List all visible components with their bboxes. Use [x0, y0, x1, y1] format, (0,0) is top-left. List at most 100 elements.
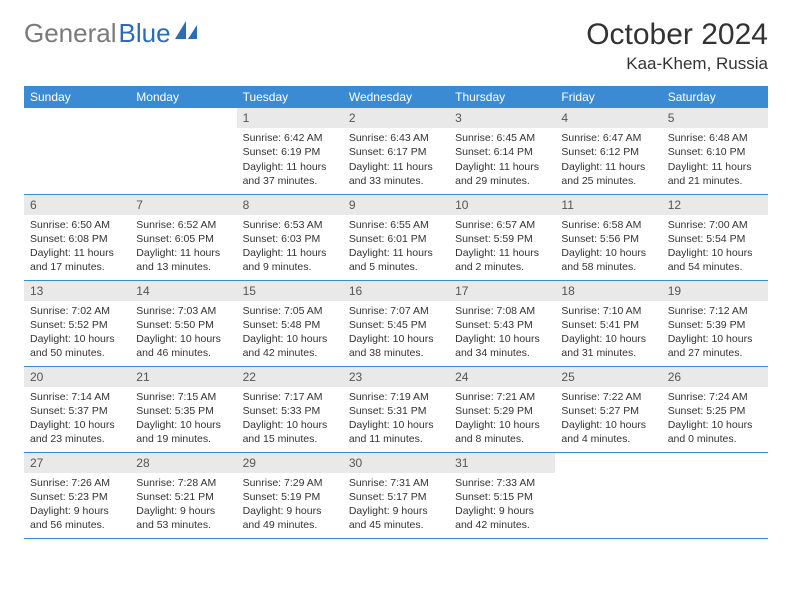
- day-number: 7: [130, 195, 236, 215]
- day-number: 14: [130, 281, 236, 301]
- calendar-day-cell: 9Sunrise: 6:55 AMSunset: 6:01 PMDaylight…: [343, 194, 449, 280]
- calendar-day-cell: 28Sunrise: 7:28 AMSunset: 5:21 PMDayligh…: [130, 452, 236, 538]
- calendar-day-cell: 23Sunrise: 7:19 AMSunset: 5:31 PMDayligh…: [343, 366, 449, 452]
- weekday-header: Friday: [555, 86, 661, 108]
- day-number: 10: [449, 195, 555, 215]
- calendar-day-cell: 7Sunrise: 6:52 AMSunset: 6:05 PMDaylight…: [130, 194, 236, 280]
- weekday-header-row: SundayMondayTuesdayWednesdayThursdayFrid…: [24, 86, 768, 108]
- calendar-week-row: 1Sunrise: 6:42 AMSunset: 6:19 PMDaylight…: [24, 108, 768, 194]
- calendar-day-cell: 27Sunrise: 7:26 AMSunset: 5:23 PMDayligh…: [24, 452, 130, 538]
- calendar-day-cell: 5Sunrise: 6:48 AMSunset: 6:10 PMDaylight…: [662, 108, 768, 194]
- day-details: Sunrise: 7:02 AMSunset: 5:52 PMDaylight:…: [24, 301, 130, 365]
- day-details: Sunrise: 7:19 AMSunset: 5:31 PMDaylight:…: [343, 387, 449, 451]
- calendar-day-cell: 14Sunrise: 7:03 AMSunset: 5:50 PMDayligh…: [130, 280, 236, 366]
- title-block: October 2024 Kaa-Khem, Russia: [586, 18, 768, 74]
- day-details: Sunrise: 7:08 AMSunset: 5:43 PMDaylight:…: [449, 301, 555, 365]
- day-number: 22: [237, 367, 343, 387]
- day-details: Sunrise: 6:57 AMSunset: 5:59 PMDaylight:…: [449, 215, 555, 279]
- calendar-day-cell: 15Sunrise: 7:05 AMSunset: 5:48 PMDayligh…: [237, 280, 343, 366]
- day-details: Sunrise: 7:05 AMSunset: 5:48 PMDaylight:…: [237, 301, 343, 365]
- calendar-day-cell: 4Sunrise: 6:47 AMSunset: 6:12 PMDaylight…: [555, 108, 661, 194]
- calendar-week-row: 20Sunrise: 7:14 AMSunset: 5:37 PMDayligh…: [24, 366, 768, 452]
- weekday-header: Monday: [130, 86, 236, 108]
- calendar-day-cell: 16Sunrise: 7:07 AMSunset: 5:45 PMDayligh…: [343, 280, 449, 366]
- calendar-day-cell: 12Sunrise: 7:00 AMSunset: 5:54 PMDayligh…: [662, 194, 768, 280]
- calendar-week-row: 27Sunrise: 7:26 AMSunset: 5:23 PMDayligh…: [24, 452, 768, 538]
- calendar-day-cell: 17Sunrise: 7:08 AMSunset: 5:43 PMDayligh…: [449, 280, 555, 366]
- weekday-header: Saturday: [662, 86, 768, 108]
- day-number: 27: [24, 453, 130, 473]
- weekday-header: Wednesday: [343, 86, 449, 108]
- day-details: Sunrise: 7:33 AMSunset: 5:15 PMDaylight:…: [449, 473, 555, 537]
- calendar-day-cell: 1Sunrise: 6:42 AMSunset: 6:19 PMDaylight…: [237, 108, 343, 194]
- calendar-table: SundayMondayTuesdayWednesdayThursdayFrid…: [24, 86, 768, 539]
- day-details: Sunrise: 7:22 AMSunset: 5:27 PMDaylight:…: [555, 387, 661, 451]
- day-number: 4: [555, 108, 661, 128]
- day-number: 5: [662, 108, 768, 128]
- calendar-day-cell: 29Sunrise: 7:29 AMSunset: 5:19 PMDayligh…: [237, 452, 343, 538]
- day-number: 12: [662, 195, 768, 215]
- calendar-day-cell: 19Sunrise: 7:12 AMSunset: 5:39 PMDayligh…: [662, 280, 768, 366]
- day-number: 18: [555, 281, 661, 301]
- day-number: 13: [24, 281, 130, 301]
- day-number: 24: [449, 367, 555, 387]
- calendar-day-cell: 3Sunrise: 6:45 AMSunset: 6:14 PMDaylight…: [449, 108, 555, 194]
- calendar-day-cell: 6Sunrise: 6:50 AMSunset: 6:08 PMDaylight…: [24, 194, 130, 280]
- day-number: 11: [555, 195, 661, 215]
- day-number: 1: [237, 108, 343, 128]
- calendar-day-cell: 11Sunrise: 6:58 AMSunset: 5:56 PMDayligh…: [555, 194, 661, 280]
- calendar-day-cell: [24, 108, 130, 194]
- calendar-day-cell: [555, 452, 661, 538]
- day-details: Sunrise: 7:15 AMSunset: 5:35 PMDaylight:…: [130, 387, 236, 451]
- day-number: 16: [343, 281, 449, 301]
- day-details: Sunrise: 7:10 AMSunset: 5:41 PMDaylight:…: [555, 301, 661, 365]
- day-details: Sunrise: 7:12 AMSunset: 5:39 PMDaylight:…: [662, 301, 768, 365]
- day-number: 9: [343, 195, 449, 215]
- day-details: Sunrise: 6:55 AMSunset: 6:01 PMDaylight:…: [343, 215, 449, 279]
- day-details: Sunrise: 6:47 AMSunset: 6:12 PMDaylight:…: [555, 128, 661, 192]
- day-number: 15: [237, 281, 343, 301]
- day-details: Sunrise: 7:00 AMSunset: 5:54 PMDaylight:…: [662, 215, 768, 279]
- calendar-week-row: 13Sunrise: 7:02 AMSunset: 5:52 PMDayligh…: [24, 280, 768, 366]
- day-details: Sunrise: 7:03 AMSunset: 5:50 PMDaylight:…: [130, 301, 236, 365]
- day-details: Sunrise: 6:42 AMSunset: 6:19 PMDaylight:…: [237, 128, 343, 192]
- day-details: Sunrise: 7:24 AMSunset: 5:25 PMDaylight:…: [662, 387, 768, 451]
- day-details: Sunrise: 7:28 AMSunset: 5:21 PMDaylight:…: [130, 473, 236, 537]
- calendar-day-cell: 25Sunrise: 7:22 AMSunset: 5:27 PMDayligh…: [555, 366, 661, 452]
- day-details: Sunrise: 7:14 AMSunset: 5:37 PMDaylight:…: [24, 387, 130, 451]
- day-details: Sunrise: 7:21 AMSunset: 5:29 PMDaylight:…: [449, 387, 555, 451]
- day-number: 20: [24, 367, 130, 387]
- calendar-day-cell: 26Sunrise: 7:24 AMSunset: 5:25 PMDayligh…: [662, 366, 768, 452]
- day-number: 28: [130, 453, 236, 473]
- day-number: 26: [662, 367, 768, 387]
- weekday-header: Tuesday: [237, 86, 343, 108]
- day-details: Sunrise: 7:29 AMSunset: 5:19 PMDaylight:…: [237, 473, 343, 537]
- logo: GeneralBlue: [24, 18, 197, 49]
- day-details: Sunrise: 6:45 AMSunset: 6:14 PMDaylight:…: [449, 128, 555, 192]
- calendar-day-cell: 8Sunrise: 6:53 AMSunset: 6:03 PMDaylight…: [237, 194, 343, 280]
- day-number: 3: [449, 108, 555, 128]
- location: Kaa-Khem, Russia: [586, 54, 768, 74]
- day-number: 21: [130, 367, 236, 387]
- calendar-body: 1Sunrise: 6:42 AMSunset: 6:19 PMDaylight…: [24, 108, 768, 538]
- day-details: Sunrise: 7:17 AMSunset: 5:33 PMDaylight:…: [237, 387, 343, 451]
- calendar-day-cell: 22Sunrise: 7:17 AMSunset: 5:33 PMDayligh…: [237, 366, 343, 452]
- header: GeneralBlue October 2024 Kaa-Khem, Russi…: [24, 18, 768, 74]
- calendar-day-cell: [662, 452, 768, 538]
- calendar-day-cell: 18Sunrise: 7:10 AMSunset: 5:41 PMDayligh…: [555, 280, 661, 366]
- day-details: Sunrise: 6:43 AMSunset: 6:17 PMDaylight:…: [343, 128, 449, 192]
- calendar-day-cell: 24Sunrise: 7:21 AMSunset: 5:29 PMDayligh…: [449, 366, 555, 452]
- day-number: 25: [555, 367, 661, 387]
- calendar-day-cell: 21Sunrise: 7:15 AMSunset: 5:35 PMDayligh…: [130, 366, 236, 452]
- logo-text-blue: Blue: [119, 18, 171, 49]
- day-details: Sunrise: 6:50 AMSunset: 6:08 PMDaylight:…: [24, 215, 130, 279]
- calendar-day-cell: 20Sunrise: 7:14 AMSunset: 5:37 PMDayligh…: [24, 366, 130, 452]
- day-details: Sunrise: 6:48 AMSunset: 6:10 PMDaylight:…: [662, 128, 768, 192]
- calendar-day-cell: 13Sunrise: 7:02 AMSunset: 5:52 PMDayligh…: [24, 280, 130, 366]
- day-details: Sunrise: 6:58 AMSunset: 5:56 PMDaylight:…: [555, 215, 661, 279]
- day-number: 23: [343, 367, 449, 387]
- day-number: 30: [343, 453, 449, 473]
- day-details: Sunrise: 6:53 AMSunset: 6:03 PMDaylight:…: [237, 215, 343, 279]
- day-number: 8: [237, 195, 343, 215]
- day-details: Sunrise: 7:31 AMSunset: 5:17 PMDaylight:…: [343, 473, 449, 537]
